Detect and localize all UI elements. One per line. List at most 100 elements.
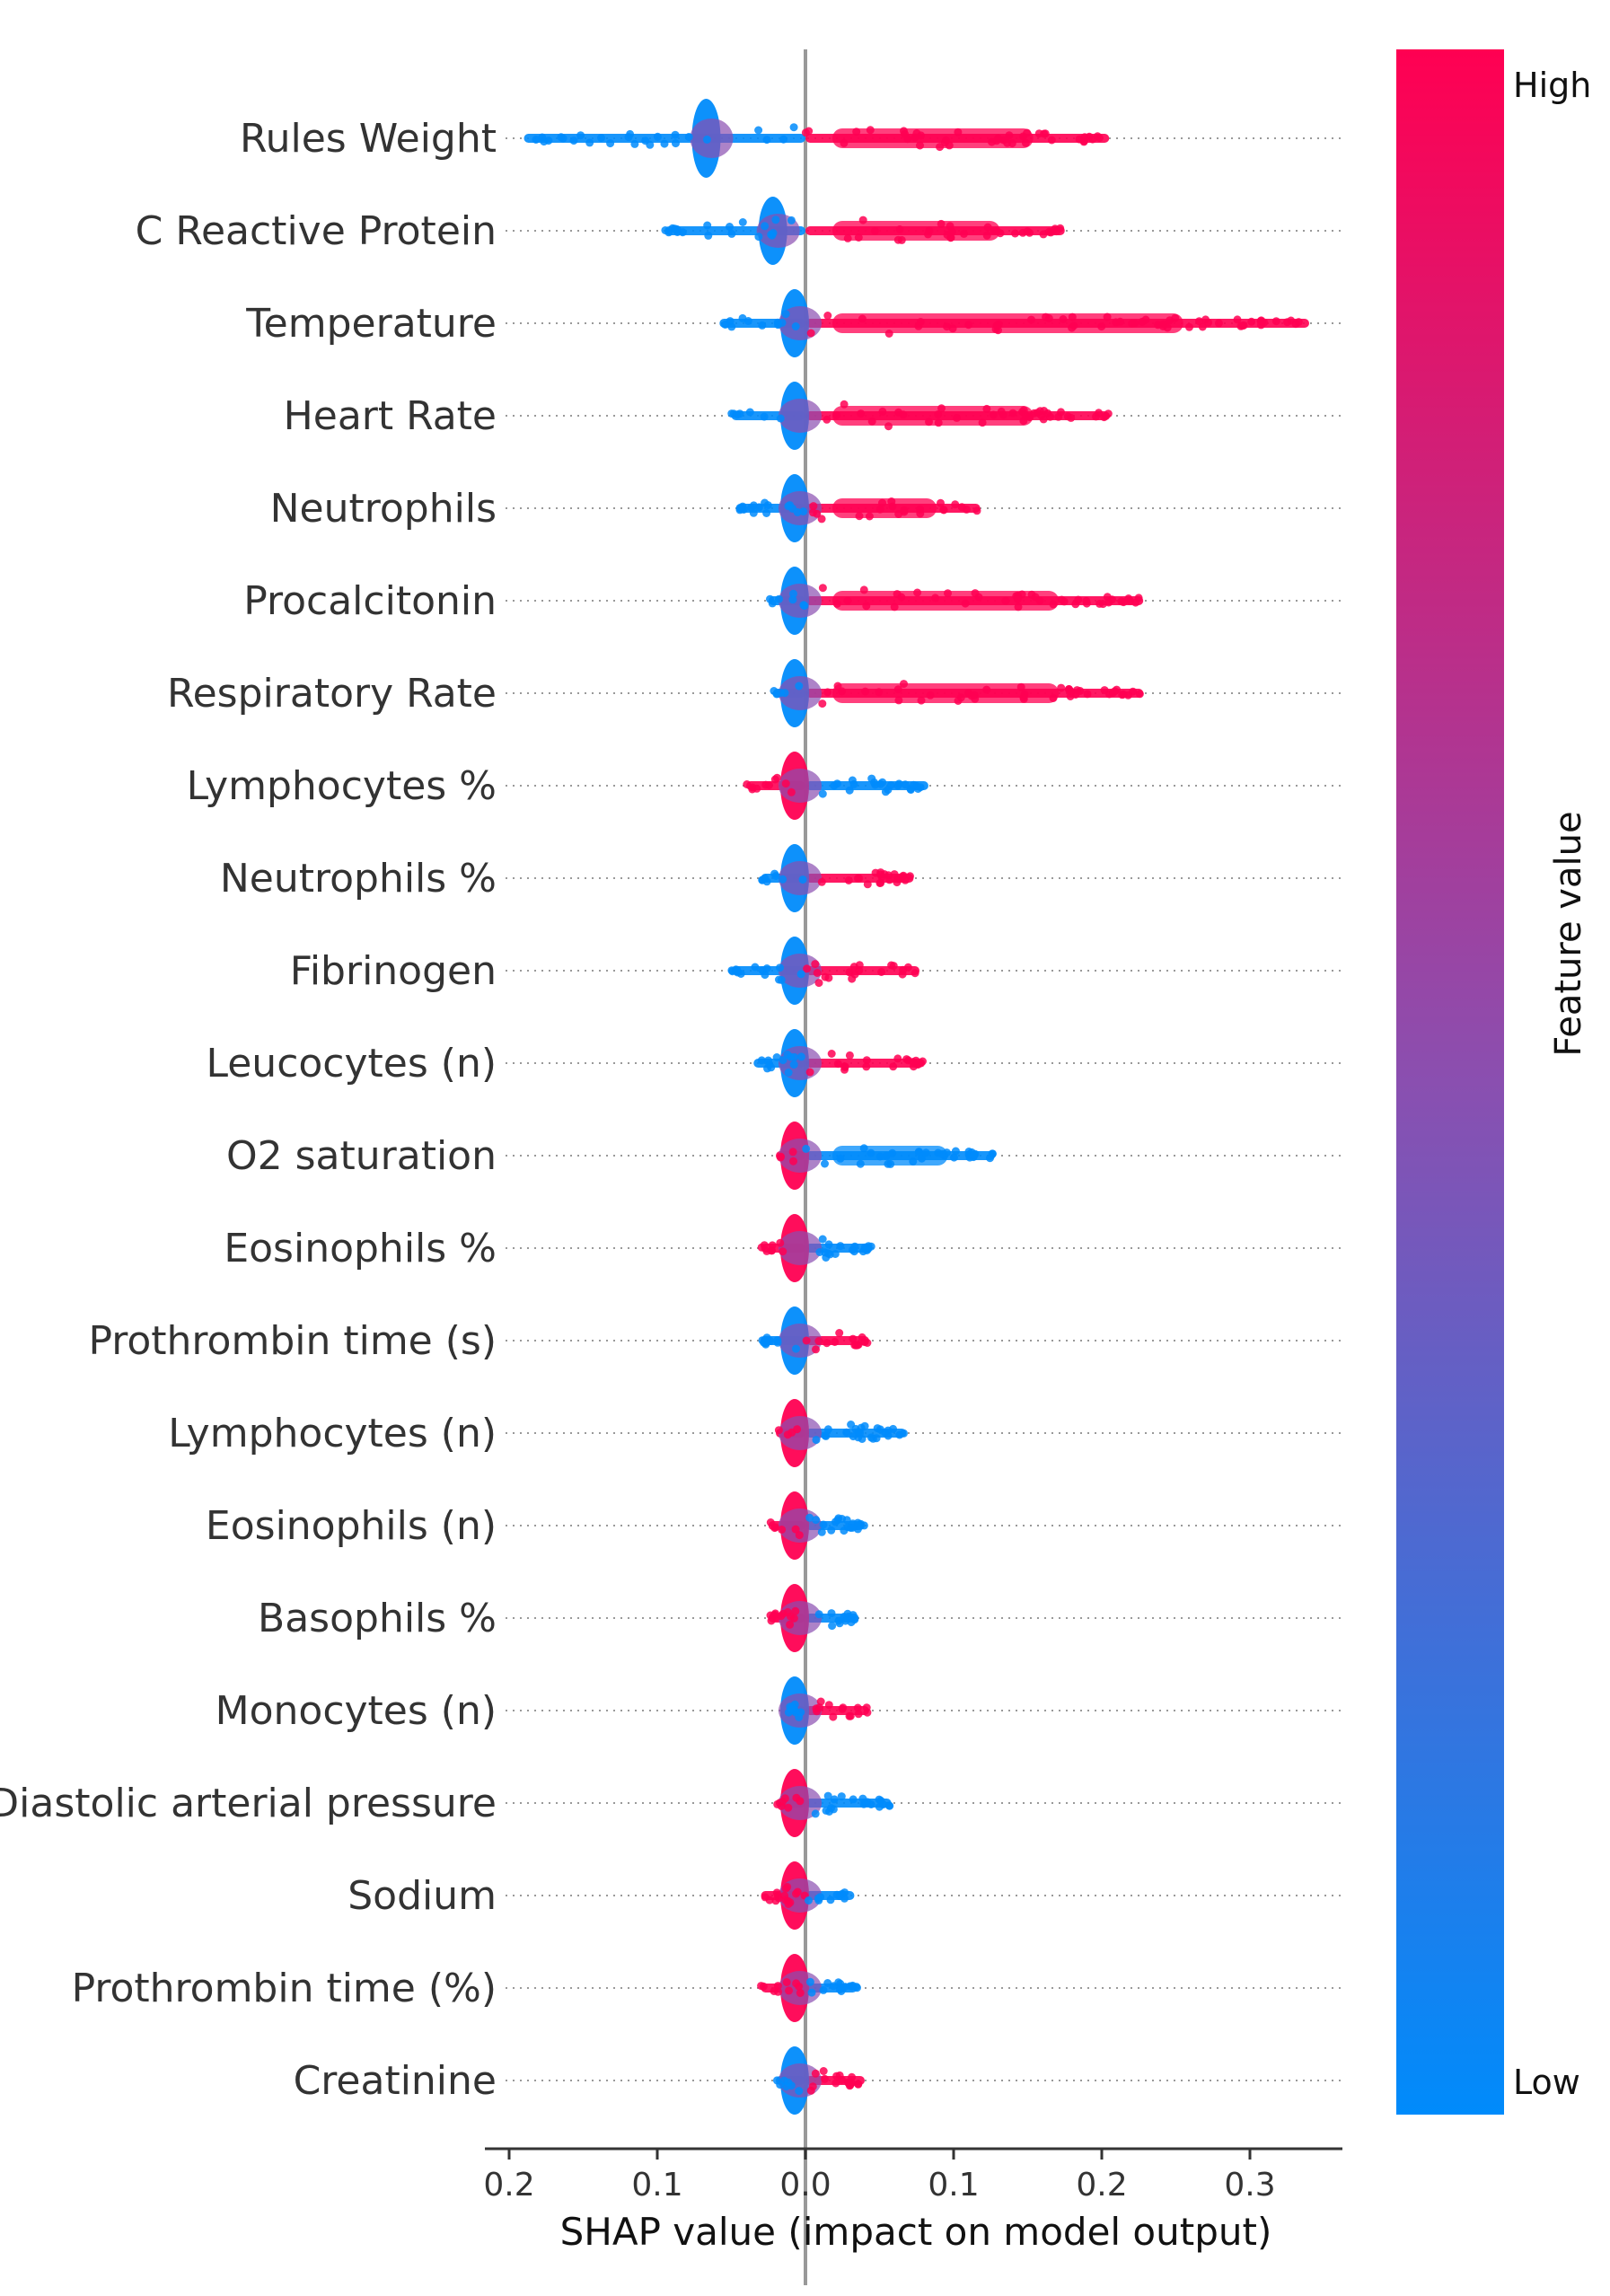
shap-point (786, 1620, 795, 1629)
shap-point (1047, 136, 1056, 145)
shap-point (990, 226, 999, 235)
shap-point (848, 776, 857, 785)
shap-point (853, 874, 862, 883)
shap-point (836, 1242, 845, 1251)
colorbar-title: Feature value (1548, 811, 1589, 1056)
shap-point (1059, 315, 1068, 323)
shap-point (880, 870, 889, 879)
shap-point (831, 2079, 840, 2088)
shap-point (624, 133, 633, 142)
shap-point (893, 685, 902, 694)
shap-point (1118, 691, 1127, 699)
shap-point (911, 969, 919, 978)
shap-point (823, 1339, 831, 1348)
shap-point (758, 321, 767, 330)
shap-point (1247, 317, 1256, 326)
feature-label: Respiratory Rate (167, 671, 497, 717)
shap-point (1054, 412, 1063, 421)
shap-point (895, 225, 904, 233)
shap-point (779, 875, 787, 884)
shap-point (827, 1609, 836, 1618)
shap-point (1117, 597, 1126, 606)
shap-point (792, 1344, 800, 1353)
shap-point (788, 1148, 797, 1157)
shap-point (832, 2072, 841, 2080)
shap-point (865, 512, 874, 521)
shap-point (781, 310, 790, 319)
shap-point (773, 1799, 782, 1808)
feature-swarm (661, 197, 1065, 265)
shap-point (792, 1979, 801, 1988)
shap-point (1019, 132, 1027, 141)
shap-point (970, 691, 979, 699)
shap-point (791, 1525, 800, 1534)
shap-point (807, 1988, 816, 1997)
shap-point (774, 1426, 783, 1435)
shap-point (845, 786, 854, 795)
shap-point (733, 965, 742, 974)
shap-point (1185, 322, 1193, 331)
shap-point (890, 603, 899, 611)
shap-point (1093, 132, 1102, 141)
shap-point (934, 418, 943, 427)
shap-point (823, 688, 832, 697)
shap-point (986, 1154, 994, 1163)
shap-point (606, 139, 615, 148)
shap-point (759, 1982, 768, 1991)
shap-point (970, 1151, 979, 1159)
feature-swarm (743, 752, 928, 820)
shap-point (597, 134, 605, 142)
shap-point (1018, 228, 1027, 237)
feature-label: Monocytes (n) (216, 1688, 497, 1734)
shap-point (1135, 690, 1144, 699)
shap-point (745, 408, 754, 417)
shap-point (776, 1153, 785, 1162)
shap-point (1128, 319, 1137, 328)
shap-point (1025, 228, 1034, 237)
shap-point (835, 1329, 844, 1337)
shap-point (641, 136, 650, 145)
shap-point (763, 501, 772, 510)
shap-point (946, 222, 955, 231)
shap-point (773, 1336, 782, 1345)
shap-point (1011, 229, 1019, 238)
swarm-body-positive (832, 128, 1034, 148)
shap-point (989, 410, 998, 419)
shap-point (994, 134, 1002, 143)
shap-point (796, 970, 805, 979)
shap-point (939, 506, 948, 515)
swarm-core-mid (779, 584, 822, 618)
shap-point (866, 126, 875, 135)
shap-point (1019, 694, 1028, 703)
shap-point (1068, 323, 1077, 332)
shap-point (867, 417, 876, 426)
swarm-core-mid (779, 1231, 822, 1265)
shap-point (821, 1431, 830, 1440)
shap-point (778, 1526, 787, 1534)
shap-point (849, 1795, 858, 1804)
shap-point (805, 1068, 814, 1077)
shap-point (784, 1069, 793, 1077)
feature-label: Creatinine (294, 2058, 497, 2104)
shap-point (859, 1521, 868, 1530)
shap-point (783, 1607, 792, 1616)
shap-point (953, 413, 961, 422)
shap-point (832, 779, 841, 788)
shap-point (876, 878, 885, 887)
shap-point (1083, 690, 1092, 699)
shap-point (858, 216, 867, 224)
feature-swarm (727, 937, 920, 1005)
shap-point (799, 507, 808, 516)
shap-point (808, 2082, 817, 2091)
swarm-core-mid (779, 491, 822, 525)
shap-point (884, 422, 893, 431)
shap-point (1082, 599, 1091, 608)
shap-point (1049, 694, 1058, 702)
shap-point (809, 508, 817, 517)
shap-point (888, 1148, 897, 1157)
shap-point (749, 508, 758, 517)
shap-point (770, 687, 779, 695)
shap-point (727, 229, 736, 238)
shap-point (791, 322, 800, 330)
shap-point (893, 590, 902, 599)
